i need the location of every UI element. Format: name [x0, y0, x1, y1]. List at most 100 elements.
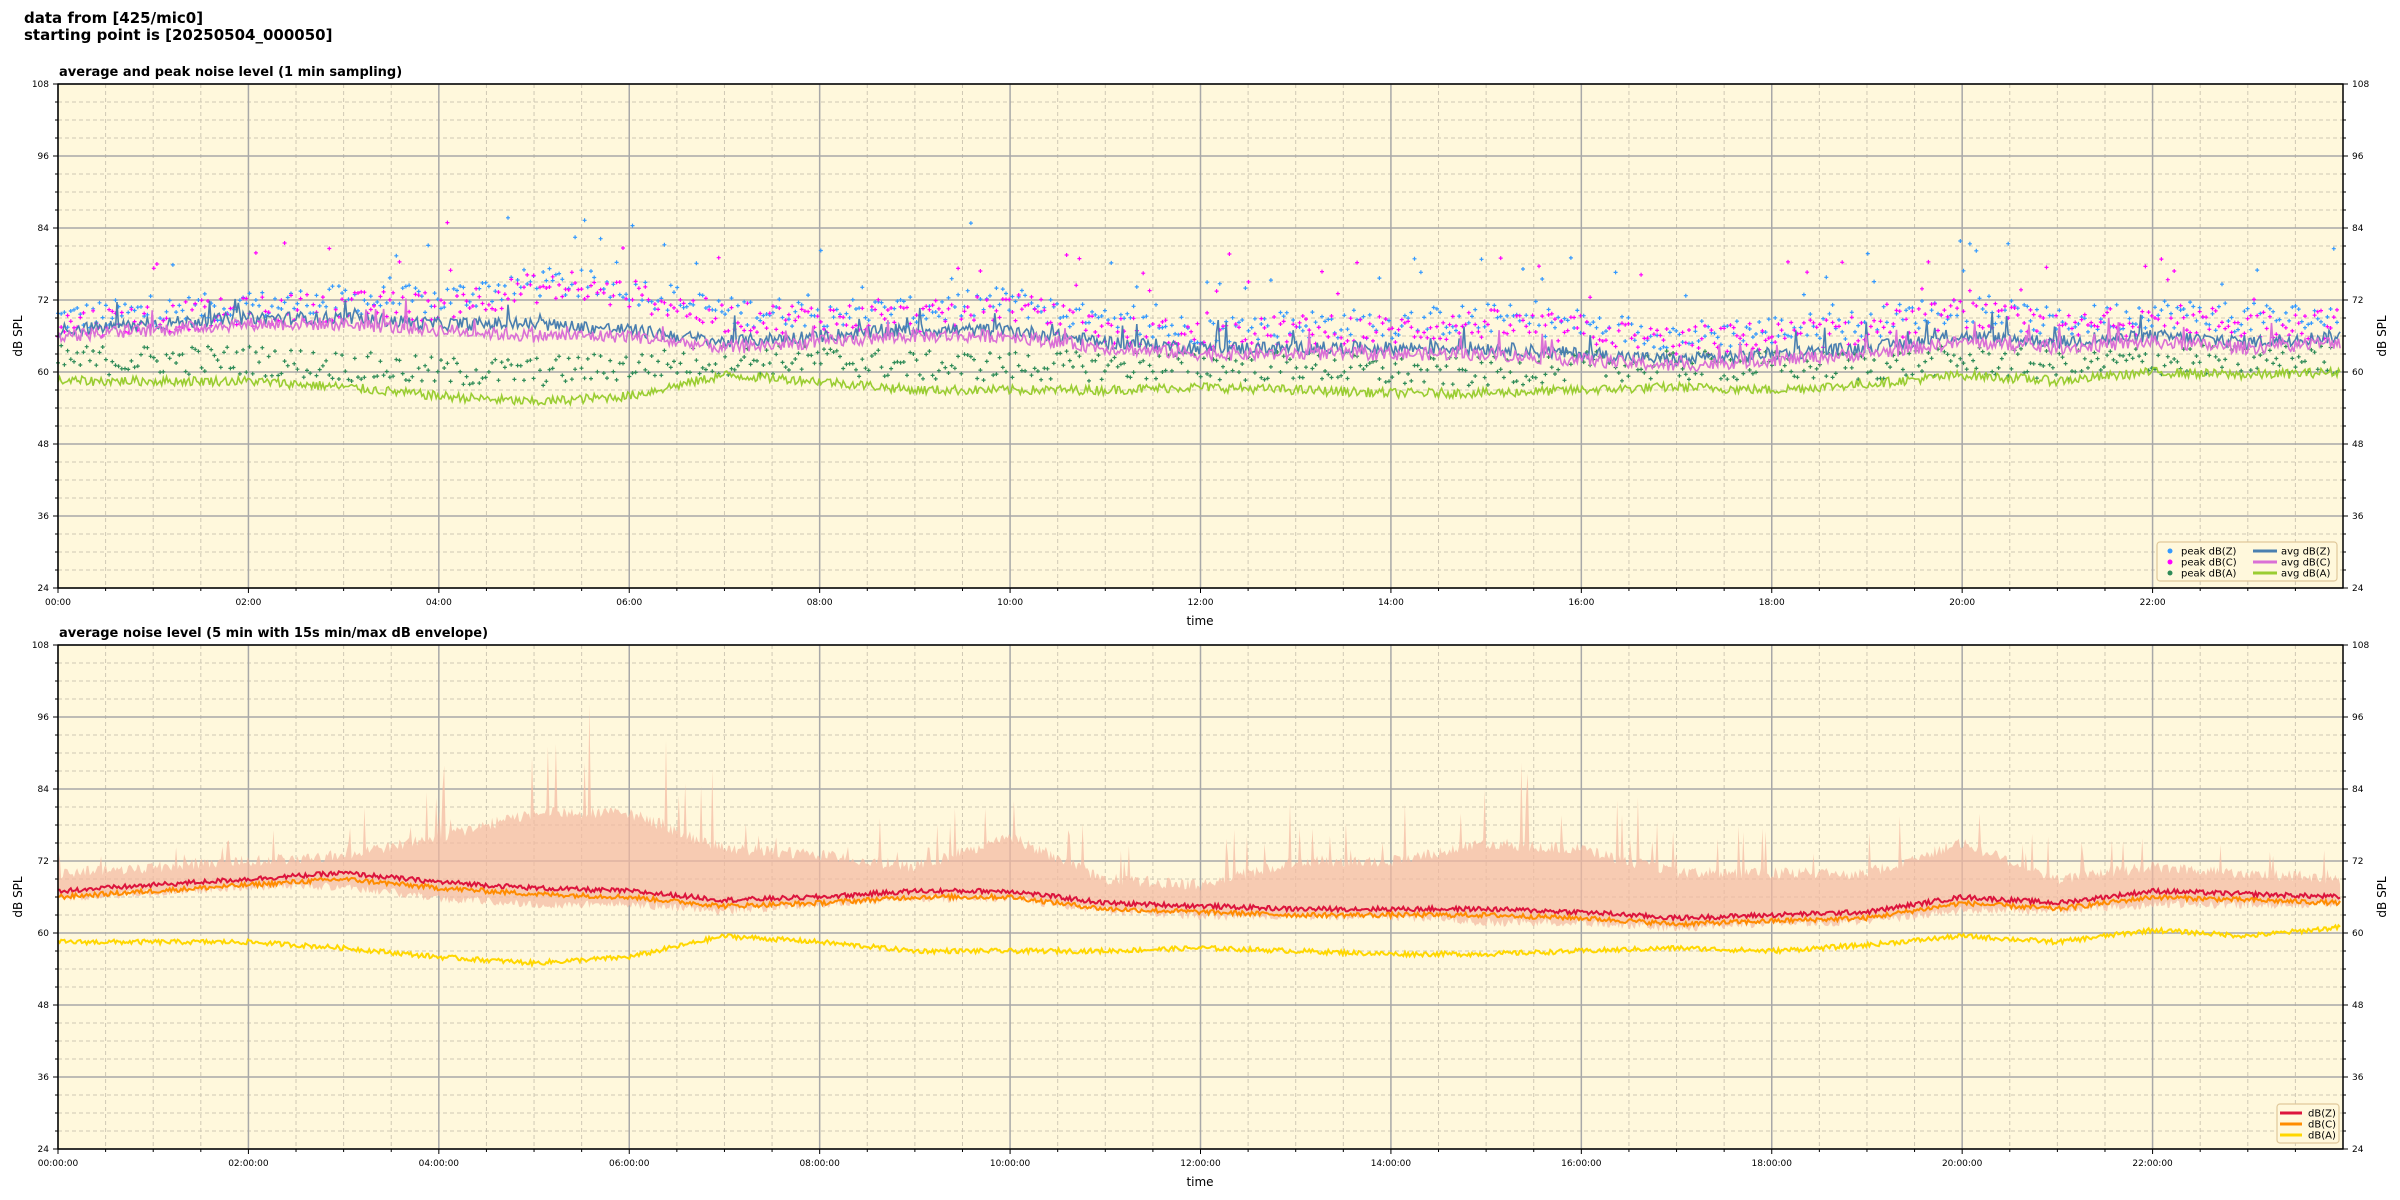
peak-marker — [617, 280, 622, 284]
peak-marker — [2258, 353, 2263, 358]
peak-marker — [68, 357, 73, 362]
peak-marker — [279, 298, 284, 303]
peak-marker — [314, 293, 319, 298]
peak-marker — [1907, 351, 1912, 356]
peak-marker — [2044, 305, 2049, 310]
peak-marker — [1948, 359, 1953, 363]
peak-marker — [1747, 327, 1752, 331]
peak-marker — [455, 294, 459, 298]
peak-marker — [1505, 331, 1510, 336]
peak-marker — [898, 304, 903, 309]
peak-marker — [1246, 328, 1251, 333]
peak-marker — [643, 284, 648, 289]
peak-marker — [2252, 297, 2256, 302]
peak-marker — [1224, 370, 1229, 375]
peak-marker — [2038, 362, 2043, 367]
y-tick-label: 72 — [38, 857, 49, 867]
peak-marker — [1878, 319, 1883, 324]
peak-marker — [2274, 332, 2279, 337]
peak-marker — [1964, 319, 1969, 324]
peak-marker — [2223, 326, 2228, 331]
peak-marker — [774, 305, 779, 309]
peak-marker — [1259, 322, 1264, 326]
peak-marker — [1556, 367, 1561, 372]
peak-marker — [1208, 373, 1213, 378]
peak-marker — [202, 304, 207, 309]
peak-marker — [1083, 328, 1088, 333]
peak-marker — [1141, 271, 1146, 276]
peak-marker — [1013, 318, 1018, 323]
peak-marker — [863, 315, 868, 320]
peak-marker — [2236, 327, 2240, 332]
peak-marker — [1361, 314, 1366, 319]
peak-marker — [723, 354, 728, 359]
peak-marker — [1460, 324, 1465, 329]
peak-marker — [445, 287, 450, 292]
peak-marker — [1131, 316, 1136, 321]
peak-marker — [1827, 331, 1832, 336]
peak-marker — [1259, 316, 1264, 321]
peak-marker — [273, 296, 277, 301]
peak-marker — [311, 311, 316, 316]
peak-marker — [1651, 332, 1656, 337]
peak-marker — [1613, 344, 1618, 349]
peak-marker — [1402, 381, 1407, 386]
peak-marker — [611, 293, 616, 298]
peak-marker — [879, 312, 884, 317]
peak-marker — [2019, 346, 2023, 351]
peak-marker — [327, 287, 332, 292]
peak-marker — [863, 366, 868, 371]
peak-marker — [547, 266, 552, 271]
peak-marker — [1584, 319, 1589, 324]
peak-marker — [946, 295, 951, 300]
peak-marker — [739, 324, 743, 329]
peak-marker — [2012, 306, 2017, 310]
peak-marker — [2267, 314, 2272, 319]
peak-marker — [1087, 320, 1091, 325]
peak-marker — [1476, 325, 1481, 330]
peak-marker — [860, 306, 865, 311]
peak-marker — [1233, 358, 1238, 363]
peak-marker — [649, 312, 654, 317]
peak-marker — [1533, 330, 1538, 334]
peak-marker — [1779, 318, 1784, 323]
peak-marker — [1029, 294, 1034, 299]
peak-marker — [65, 313, 70, 318]
peak-marker — [1623, 339, 1628, 344]
peak-marker — [729, 305, 734, 310]
peak-marker — [573, 281, 578, 285]
peak-marker — [2325, 324, 2330, 329]
peak-marker — [531, 273, 536, 278]
peak-marker — [455, 361, 459, 366]
x-tick-label: 00:00 — [45, 598, 71, 608]
peak-marker — [557, 354, 562, 359]
peak-marker — [1795, 375, 1800, 380]
peak-marker — [1358, 363, 1363, 368]
peak-marker — [148, 354, 153, 359]
peak-marker — [490, 306, 495, 311]
peak-marker — [2015, 352, 2020, 357]
peak-marker — [1856, 338, 1861, 343]
peak-marker — [1454, 323, 1458, 328]
peak-marker — [1115, 329, 1120, 334]
peak-marker — [2153, 316, 2157, 320]
peak-marker — [1371, 338, 1375, 343]
peak-marker — [372, 374, 376, 379]
peak-marker — [1230, 368, 1235, 373]
peak-marker — [483, 307, 488, 312]
peak-marker — [956, 354, 961, 359]
peak-marker — [576, 355, 581, 360]
peak-marker — [700, 320, 705, 325]
peak-marker — [1268, 333, 1273, 338]
peak-marker — [1409, 310, 1414, 315]
peak-marker — [1648, 376, 1653, 381]
peak-marker — [1801, 320, 1806, 325]
peak-marker — [1594, 325, 1599, 330]
peak-marker — [1393, 331, 1398, 336]
peak-marker — [1664, 327, 1669, 331]
peak-marker — [933, 376, 938, 381]
peak-marker — [1530, 375, 1535, 379]
peak-marker — [1533, 375, 1538, 380]
peak-marker — [589, 269, 593, 274]
peak-marker — [1473, 322, 1478, 327]
